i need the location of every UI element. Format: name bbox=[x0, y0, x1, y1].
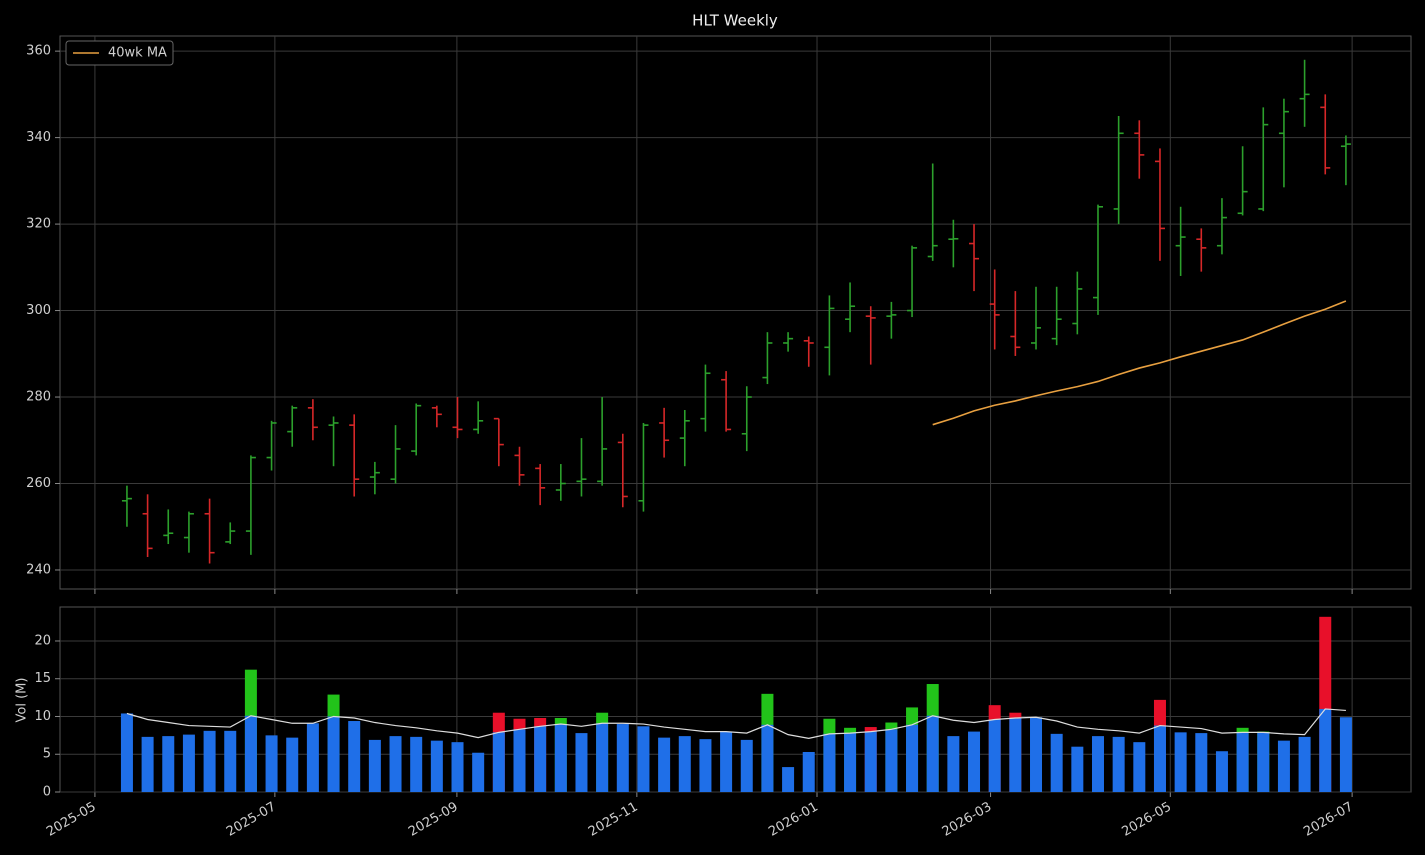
volume-bar bbox=[389, 736, 402, 792]
y-tick-label: 10 bbox=[34, 709, 51, 724]
volume-bar bbox=[472, 752, 485, 792]
volume-bar bbox=[1030, 717, 1043, 792]
plot-layer: 2025-05 2025-07 2025-09 2025-11 2026-01 2026-… bbox=[26, 36, 1411, 840]
volume-bar bbox=[678, 736, 691, 792]
volume-base bbox=[988, 719, 1001, 792]
x-tick-label: 2025-11 bbox=[586, 800, 641, 840]
volume-base bbox=[1153, 725, 1166, 792]
legend-label: 40wk MA bbox=[108, 46, 167, 61]
volume-base bbox=[1319, 708, 1332, 792]
y-tick-label: 320 bbox=[26, 217, 51, 232]
volume-base bbox=[1257, 732, 1270, 792]
volume-bar bbox=[782, 767, 795, 792]
volume-bar bbox=[1339, 717, 1352, 792]
volume-bar bbox=[1174, 732, 1187, 792]
volume-base bbox=[864, 731, 877, 792]
y-tick-label: 20 bbox=[34, 633, 51, 648]
volume-bar bbox=[1133, 742, 1146, 792]
volume-bar bbox=[1298, 736, 1311, 792]
volume-bar bbox=[1215, 751, 1228, 792]
volume-bar bbox=[1071, 746, 1084, 792]
volume-bar bbox=[306, 723, 319, 792]
volume-bar bbox=[699, 739, 712, 792]
y-tick-label: 280 bbox=[26, 390, 51, 405]
legend: 40wk MA bbox=[65, 40, 174, 66]
volume-bar bbox=[1091, 736, 1104, 792]
volume-bar bbox=[162, 736, 175, 792]
volume-base bbox=[327, 716, 340, 792]
volume-base bbox=[513, 729, 526, 792]
x-tick-label: 2026-05 bbox=[1120, 800, 1175, 840]
volume-bar bbox=[348, 721, 361, 792]
y-axis-label: Vol (M) bbox=[15, 678, 30, 723]
y-tick-label: 340 bbox=[26, 130, 51, 145]
volume-base bbox=[761, 724, 774, 792]
volume-bar bbox=[224, 730, 237, 792]
volume-ma-line bbox=[126, 708, 1346, 739]
volume-bar bbox=[802, 751, 815, 792]
volume-bar bbox=[451, 742, 464, 792]
x-tick-label: 2026-01 bbox=[766, 800, 821, 840]
volume-bar bbox=[203, 730, 216, 792]
volume-bar bbox=[368, 739, 381, 792]
volume-base bbox=[554, 724, 567, 792]
volume-base bbox=[844, 733, 857, 792]
volume-base bbox=[906, 724, 919, 792]
x-tick-label: 2025-07 bbox=[224, 800, 279, 840]
price-axes bbox=[59, 35, 1412, 590]
volume-bar bbox=[616, 724, 629, 792]
x-tick-label: 2026-03 bbox=[940, 800, 995, 840]
volume-base bbox=[244, 715, 257, 792]
chart-title: HLT Weekly bbox=[692, 12, 778, 30]
volume-bar bbox=[1112, 736, 1125, 792]
y-tick-label: 300 bbox=[26, 303, 51, 318]
y-tick-label: 260 bbox=[26, 476, 51, 491]
volume-bar bbox=[740, 739, 753, 792]
y-tick-label: 360 bbox=[26, 44, 51, 59]
volume-base bbox=[596, 723, 609, 792]
volume-bar bbox=[658, 737, 671, 792]
x-tick-label: 2025-05 bbox=[44, 800, 99, 840]
volume-bar bbox=[575, 733, 588, 792]
volume-bar bbox=[1050, 733, 1063, 792]
ma-line bbox=[932, 300, 1347, 426]
volume-bar bbox=[265, 735, 278, 792]
x-tick-label: 2025-09 bbox=[406, 800, 461, 840]
volume-base bbox=[534, 726, 547, 792]
volume-base bbox=[885, 729, 898, 792]
volume-bar bbox=[286, 737, 299, 792]
y-tick-label: 5 bbox=[43, 747, 51, 762]
volume-axes bbox=[59, 606, 1412, 793]
volume-bar bbox=[1277, 740, 1290, 792]
volume-bar bbox=[637, 726, 650, 792]
volume-base bbox=[926, 715, 939, 792]
volume-bar bbox=[182, 734, 195, 792]
volume-bar bbox=[720, 731, 733, 792]
y-tick-label: 240 bbox=[26, 562, 51, 577]
volume-base bbox=[1236, 732, 1249, 792]
volume-bar bbox=[141, 736, 154, 792]
y-tick-label: 0 bbox=[43, 785, 51, 800]
volume-bar bbox=[120, 713, 133, 792]
volume-bar bbox=[430, 740, 443, 792]
y-tick-label: 15 bbox=[34, 671, 51, 686]
volume-bar bbox=[968, 731, 981, 792]
volume-base bbox=[823, 733, 836, 792]
volume-bar bbox=[410, 736, 423, 792]
volume-bar bbox=[1195, 733, 1208, 792]
volume-base bbox=[1009, 718, 1022, 792]
volume-bar bbox=[947, 736, 960, 792]
x-tick-label: 2026-07 bbox=[1301, 800, 1356, 840]
legend-box bbox=[65, 40, 174, 66]
volume-base bbox=[492, 732, 505, 792]
